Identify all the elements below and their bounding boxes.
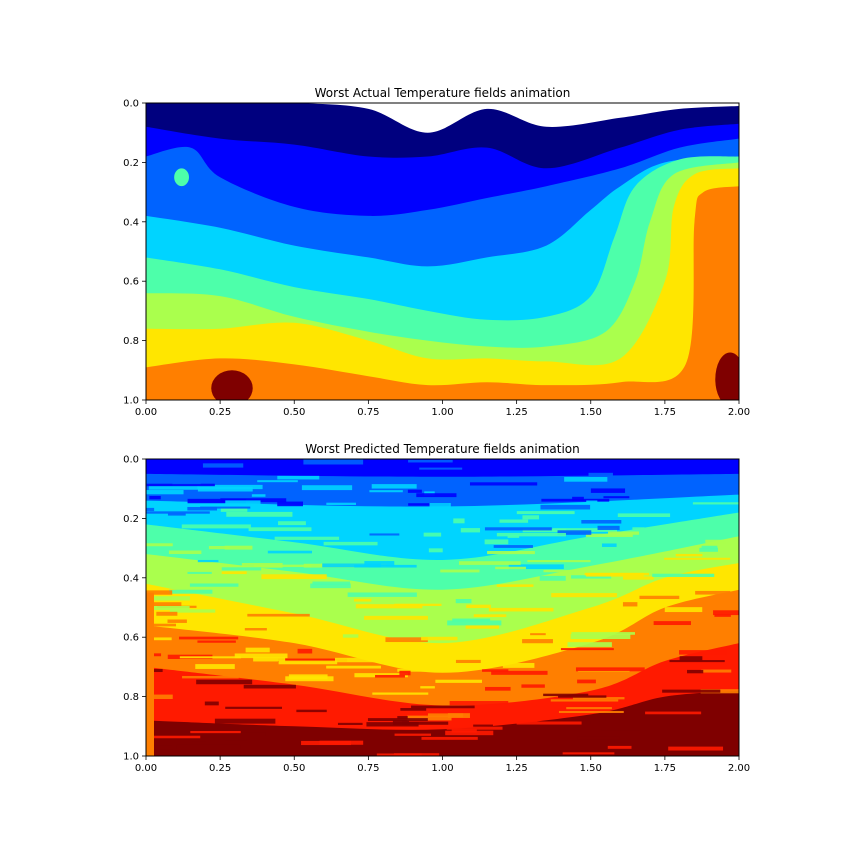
y-tick-label: 0.4 — [123, 217, 139, 228]
y-tick-label: 1.0 — [123, 752, 139, 763]
y-tick-label: 0.4 — [123, 573, 139, 584]
y-tick-label: 0.6 — [123, 277, 139, 288]
y-tick-label: 0.2 — [123, 514, 139, 525]
contour-patch — [211, 370, 253, 400]
y-tick-label: 0.0 — [123, 455, 139, 466]
chart-title: Worst Actual Temperature fields animatio… — [315, 86, 571, 100]
x-tick-label: 2.00 — [728, 763, 750, 774]
chart-title: Worst Predicted Temperature fields anima… — [305, 442, 579, 456]
y-tick-label: 0.8 — [123, 336, 139, 347]
x-tick-label: 1.00 — [431, 763, 453, 774]
predicted-temperature-panel: Worst Predicted Temperature fields anima… — [123, 442, 750, 774]
prediction-noise-streaks — [146, 459, 739, 756]
x-tick-label: 0.25 — [209, 763, 231, 774]
x-tick-label: 0.00 — [135, 407, 157, 418]
y-tick-label: 0.8 — [123, 692, 139, 703]
x-tick-label: 1.75 — [654, 763, 676, 774]
x-tick-label: 1.50 — [580, 763, 602, 774]
x-tick-label: 0.25 — [209, 407, 231, 418]
y-axis: 0.0 0.2 0.4 0.6 0.8 1.0 — [123, 455, 146, 763]
plot-area — [146, 103, 739, 400]
y-tick-label: 0.6 — [123, 633, 139, 644]
x-tick-label: 0.50 — [283, 407, 305, 418]
axes-frame — [145, 102, 740, 401]
x-tick-label: 0.75 — [357, 763, 379, 774]
y-axis: 0.0 0.2 0.4 0.6 0.8 1.0 — [123, 99, 146, 407]
contour-band — [146, 186, 739, 400]
x-tick-label: 1.00 — [431, 407, 453, 418]
axes-frame — [145, 458, 740, 757]
x-tick-label: 1.75 — [654, 407, 676, 418]
contour-band — [146, 168, 739, 400]
x-axis: 0.00 0.25 0.50 0.75 1.00 1.25 1.50 1.75 2.00 — [135, 756, 750, 774]
x-axis: 0.00 0.25 0.50 0.75 1.00 1.25 1.50 1.75 2.00 — [135, 400, 750, 418]
actual-temperature-panel: Worst Actual Temperature fields animatio… — [123, 86, 750, 418]
x-tick-label: 0.00 — [135, 763, 157, 774]
y-tick-label: 1.0 — [123, 396, 139, 407]
contour-patch — [715, 352, 739, 400]
plot-area — [146, 459, 739, 756]
x-tick-label: 0.75 — [357, 407, 379, 418]
x-tick-label: 2.00 — [728, 407, 750, 418]
contour-band — [146, 690, 739, 756]
y-tick-label: 0.0 — [123, 99, 139, 110]
y-tick-label: 0.2 — [123, 158, 139, 169]
x-tick-label: 0.50 — [283, 763, 305, 774]
contour-patch — [174, 168, 189, 187]
x-tick-label: 1.25 — [505, 407, 527, 418]
x-tick-label: 1.50 — [580, 407, 602, 418]
x-tick-label: 1.25 — [505, 763, 527, 774]
